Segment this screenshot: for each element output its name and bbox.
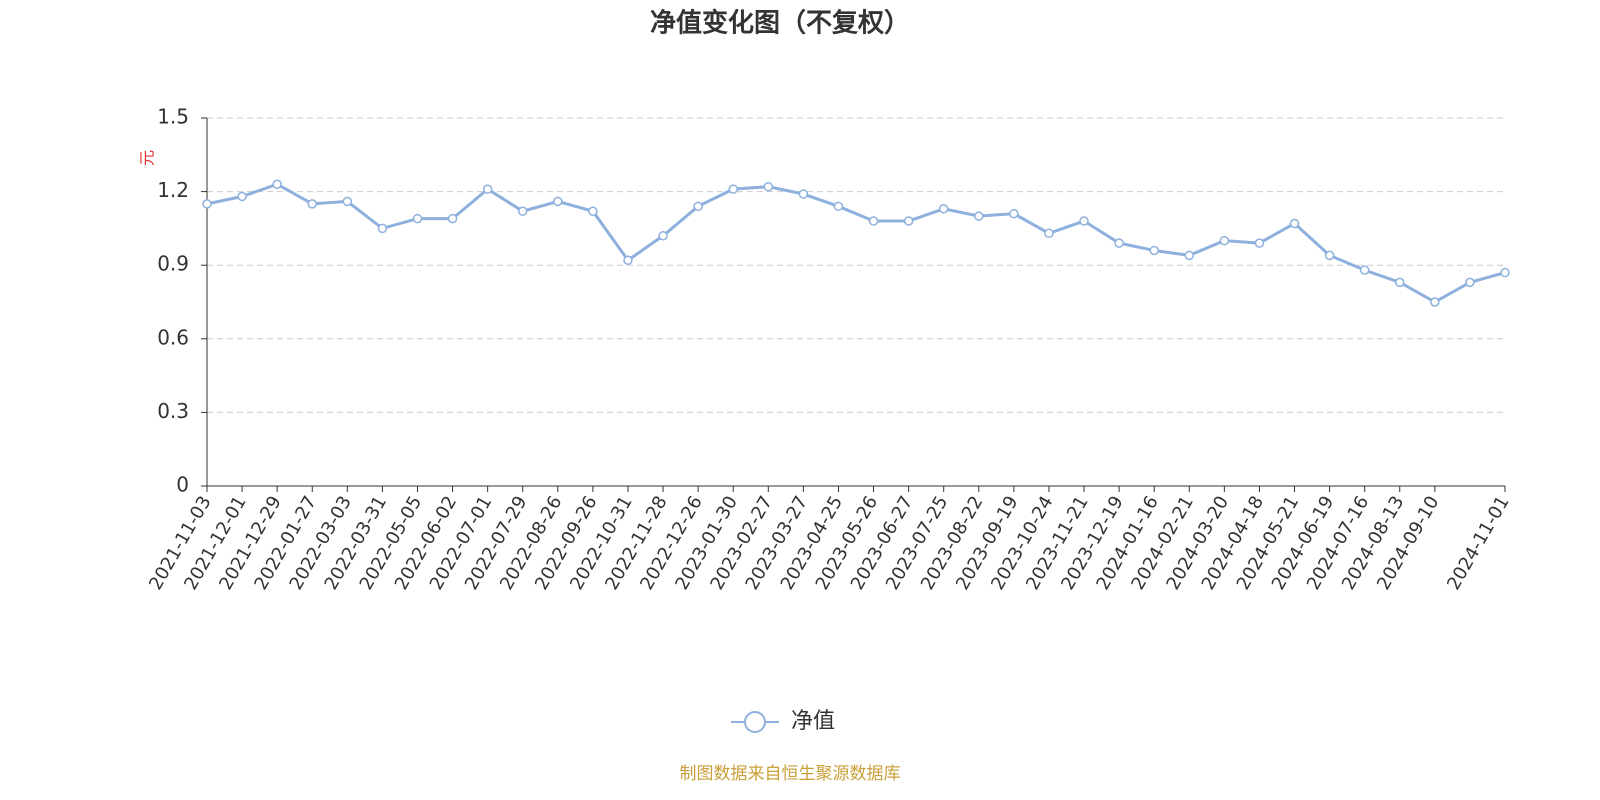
series-line (206, 182, 1506, 304)
x-tick-label: 2024-11-01 (1443, 493, 1513, 594)
point (763, 181, 774, 192)
point (1149, 245, 1159, 256)
point (1500, 267, 1510, 278)
point (272, 179, 282, 189)
legend-marker (744, 711, 766, 733)
point (903, 216, 914, 226)
point (1184, 250, 1195, 261)
point (307, 199, 317, 209)
chart-title: 净值变化图（不复权） (650, 8, 910, 39)
point (1009, 208, 1019, 219)
point (1289, 218, 1300, 229)
y-axis-label: 元 (138, 150, 157, 166)
point (447, 213, 458, 224)
y-tick-label: 0 (176, 473, 189, 497)
point (517, 206, 528, 216)
point (588, 206, 598, 216)
y-tick-label: 1.2 (157, 178, 189, 202)
point (202, 199, 212, 209)
point (798, 189, 809, 199)
point (868, 216, 879, 226)
point (623, 255, 633, 266)
point (1324, 250, 1335, 261)
y-tick-label: 0.9 (157, 252, 189, 276)
point (1079, 216, 1089, 226)
y-tick-label: 0.3 (157, 399, 189, 423)
point (728, 184, 738, 194)
point (1395, 277, 1405, 288)
point (1114, 238, 1124, 248)
point (482, 184, 493, 194)
source-note: 制图数据来自恒生聚源数据库 (680, 764, 901, 784)
point (938, 204, 949, 214)
point (553, 196, 563, 207)
point (693, 201, 703, 212)
point (658, 231, 668, 241)
point (833, 201, 844, 212)
point (1465, 277, 1475, 288)
point (1219, 235, 1230, 246)
point (974, 211, 984, 221)
legend-label: 净值 (791, 709, 835, 734)
point (1430, 297, 1440, 307)
point (412, 213, 423, 224)
y-tick-label: 0.6 (157, 325, 189, 349)
y-tick-label: 1.5 (157, 105, 189, 129)
point (1254, 238, 1265, 248)
point (1359, 265, 1370, 275)
point (237, 191, 247, 202)
point (1044, 228, 1054, 239)
point (377, 223, 388, 234)
point (342, 196, 353, 207)
